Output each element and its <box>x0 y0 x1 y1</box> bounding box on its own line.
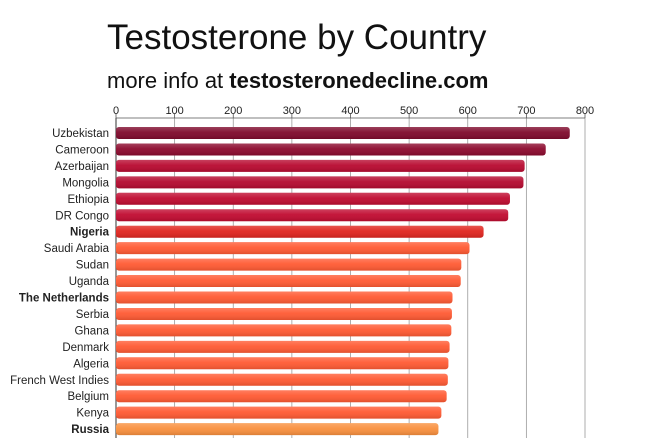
category-label-the-netherlands: The Netherlands <box>19 293 109 305</box>
subtitle-site: testosteronedecline.com <box>229 68 489 93</box>
x-tick-label: 0 <box>113 105 119 117</box>
bar-uzbekistan <box>116 127 570 139</box>
x-tick-label: 300 <box>283 105 301 117</box>
bar-shine <box>116 423 439 436</box>
bar-russia <box>116 423 439 436</box>
category-label-ghana: Ghana <box>74 325 109 337</box>
category-label-uzbekistan: Uzbekistan <box>52 128 109 140</box>
category-label-kenya: Kenya <box>76 408 109 420</box>
bar-shine <box>116 143 546 156</box>
x-tick-label: 600 <box>459 105 477 117</box>
category-label-denmark: Denmark <box>62 342 109 354</box>
category-label-dr-congo: DR Congo <box>55 210 109 222</box>
bar-shine <box>116 373 448 386</box>
bar-azerbaijan <box>116 159 525 172</box>
category-label-serbia: Serbia <box>76 309 110 321</box>
bar-shine <box>116 209 509 222</box>
bar-french-west-indies <box>116 373 448 386</box>
bar-shine <box>116 357 449 370</box>
bar-belgium <box>116 390 447 403</box>
x-tick-label: 800 <box>576 105 594 117</box>
chart-subtitle: more info at testosteronedecline.com <box>107 68 488 94</box>
x-axis-ticks: 0 100 200 300 400 500 600 700 800 <box>113 105 594 119</box>
bar-dr-congo <box>116 209 509 222</box>
bar-shine <box>116 324 452 337</box>
bar-shine <box>116 242 470 255</box>
x-tick-label: 400 <box>341 105 359 117</box>
x-tick-label: 700 <box>517 105 535 117</box>
bar-shine <box>116 192 510 205</box>
bar-shine <box>116 307 452 320</box>
bar-ghana <box>116 324 452 337</box>
bar-algeria <box>116 357 449 370</box>
bar-mongolia <box>116 176 524 189</box>
subtitle-prefix: more info at <box>107 68 224 93</box>
bar-shine <box>116 291 453 304</box>
bar-shine <box>116 340 450 353</box>
bar-uganda <box>116 275 461 288</box>
category-label-mongolia: Mongolia <box>62 177 109 189</box>
x-tick-label: 500 <box>400 105 418 117</box>
bar-saudi-arabia <box>116 242 470 255</box>
bar-shine <box>116 225 484 238</box>
bar-ethiopia <box>116 192 510 205</box>
bar-kenya <box>116 406 442 419</box>
bar-shine <box>116 127 570 139</box>
bar-serbia <box>116 307 452 320</box>
bar-the-netherlands <box>116 291 453 304</box>
chart-title: Testosterone by Country <box>107 18 487 57</box>
bar-nigeria <box>116 225 484 238</box>
x-tick-label: 100 <box>165 105 183 117</box>
bar-denmark <box>116 340 450 353</box>
bar-shine <box>116 258 462 271</box>
category-label-algeria: Algeria <box>73 358 109 370</box>
category-label-nigeria: Nigeria <box>70 227 110 239</box>
bar-shine <box>116 390 447 403</box>
category-labels: Uzbekistan Cameroon Azerbaijan Mongolia Ethi… <box>10 128 109 436</box>
category-label-cameroon: Cameroon <box>55 144 109 156</box>
category-label-belgium: Belgium <box>67 391 109 403</box>
bars <box>116 127 570 436</box>
bar-shine <box>116 159 525 172</box>
bar-cameroon <box>116 143 546 156</box>
bar-sudan <box>116 258 462 271</box>
category-label-ethiopia: Ethiopia <box>67 194 109 206</box>
category-label-french-west-indies: French West Indies <box>10 375 109 387</box>
bar-shine <box>116 176 524 189</box>
x-tick-label: 200 <box>224 105 242 117</box>
category-label-sudan: Sudan <box>76 260 109 272</box>
category-label-uganda: Uganda <box>69 276 110 288</box>
category-label-russia: Russia <box>71 424 109 436</box>
category-label-saudi-arabia: Saudi Arabia <box>44 243 110 255</box>
bar-shine <box>116 406 442 419</box>
category-label-azerbaijan: Azerbaijan <box>55 161 109 173</box>
bar-shine <box>116 275 461 288</box>
